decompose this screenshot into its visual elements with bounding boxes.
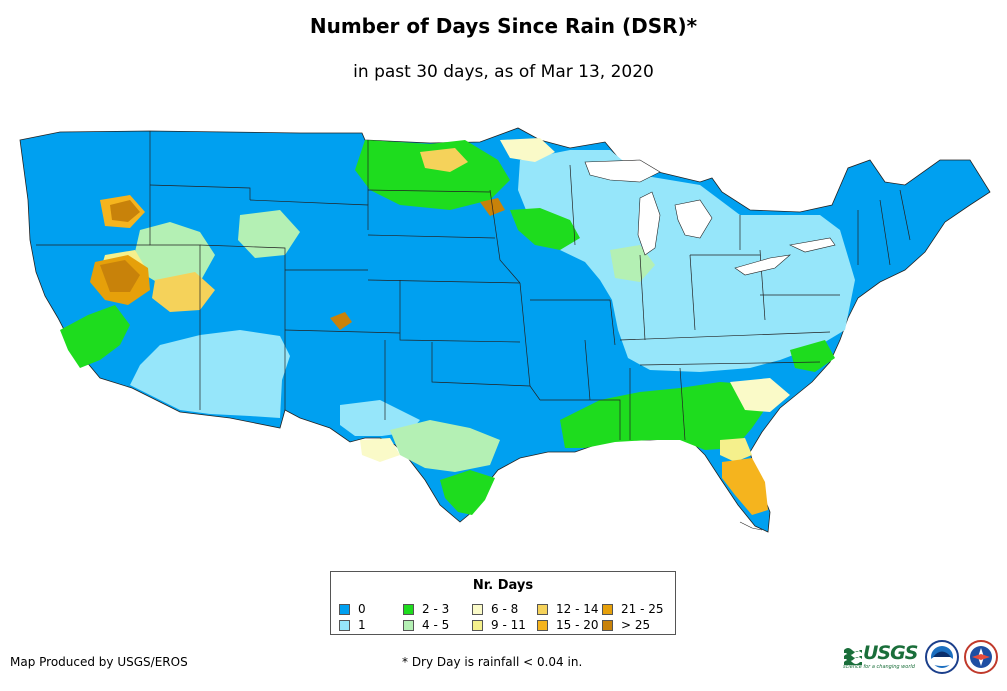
legend-label: 6 - 8	[491, 602, 519, 616]
region-2-3-days-wisconsin	[510, 208, 580, 250]
region-12-14-days-utah	[152, 272, 215, 312]
legend-item: 21 - 25	[602, 602, 664, 616]
legend-label: 21 - 25	[621, 602, 664, 616]
usgs-tagline: science for a changing world	[843, 664, 915, 670]
region-2-3-days-texas-coast	[440, 470, 495, 515]
legend-item: 15 - 20	[537, 618, 599, 632]
region-6-8-days-montana	[500, 138, 555, 162]
legend-item: 0	[339, 602, 366, 616]
legend-label: 2 - 3	[422, 602, 450, 616]
legend-box: Nr. Days 0 1 2 - 3 4 - 5 6 - 8 9 - 11 12 - 14 1…	[330, 571, 676, 635]
legend-label: 15 - 20	[556, 618, 599, 632]
region-4-5-days-wyoming	[238, 210, 300, 258]
legend-label: > 25	[621, 618, 651, 632]
legend-swatch	[339, 603, 350, 615]
region-1-day-west-texas	[340, 400, 420, 436]
legend-item: 4 - 5	[403, 618, 449, 632]
credit-text: Map Produced by USGS/EROS	[10, 655, 188, 669]
legend-label: 12 - 14	[556, 602, 599, 616]
legend-swatch	[537, 619, 548, 631]
legend-item: 6 - 8	[472, 602, 518, 616]
legend-item: > 25	[602, 618, 650, 632]
region-6-8-days-georgia	[730, 378, 790, 412]
region-gt-25-days-nevada	[100, 260, 140, 292]
region-9-11-days-florida-panhandle	[720, 438, 752, 462]
legend-swatch	[339, 619, 350, 631]
region-4-5-days-illinois	[610, 245, 655, 282]
florida-keys	[739, 521, 763, 531]
footnote-text: * Dry Day is rainfall < 0.04 in.	[402, 655, 583, 669]
usgs-wave-icon	[844, 648, 862, 665]
legend-label: 9 - 11	[491, 618, 526, 632]
region-2-3-days-northern-plains	[355, 140, 510, 210]
region-gt-25-days-idaho	[110, 200, 140, 222]
legend-title: Nr. Days	[472, 578, 534, 593]
legend-item: 9 - 11	[472, 618, 526, 632]
legend-swatch	[472, 603, 483, 615]
region-2-3-days-carolinas	[790, 340, 835, 372]
usgs-logo-text: USGS	[863, 642, 918, 664]
legend-swatch	[403, 619, 414, 631]
noaa-seal-icon	[925, 640, 959, 674]
region-4-5-days-south-texas	[390, 420, 500, 472]
region-2-3-days-southeast	[560, 382, 770, 450]
legend-swatch	[602, 619, 613, 631]
region-gt-25-days-colorado	[330, 312, 352, 330]
legend-swatch	[472, 619, 483, 631]
usgs-logo: USGS science for a changing world	[843, 642, 919, 674]
legend-swatch	[403, 603, 414, 615]
region-1-day-southwest	[130, 330, 290, 418]
state-boundaries	[36, 131, 911, 441]
region-6-8-days-texas	[360, 438, 400, 462]
legend-item: 1	[339, 618, 366, 632]
map-subtitle: in past 30 days, as of Mar 13, 2020	[353, 62, 654, 82]
legend-item: 2 - 3	[403, 602, 449, 616]
legend-swatch	[537, 603, 548, 615]
legend-label: 0	[358, 602, 366, 616]
legend-swatch	[602, 603, 613, 615]
region-12-14-days-dakota	[420, 148, 468, 172]
legend-label: 1	[358, 618, 366, 632]
legend-label: 4 - 5	[422, 618, 450, 632]
region-1-day-upper-midwest	[518, 150, 855, 372]
region-2-3-days-california	[60, 305, 130, 368]
great-lakes	[584, 159, 836, 276]
nws-seal-icon	[964, 640, 998, 674]
region-15-20-days-florida	[722, 458, 768, 515]
map-title: Number of Days Since Rain (DSR)*	[309, 14, 698, 38]
legend-item: 12 - 14	[537, 602, 599, 616]
